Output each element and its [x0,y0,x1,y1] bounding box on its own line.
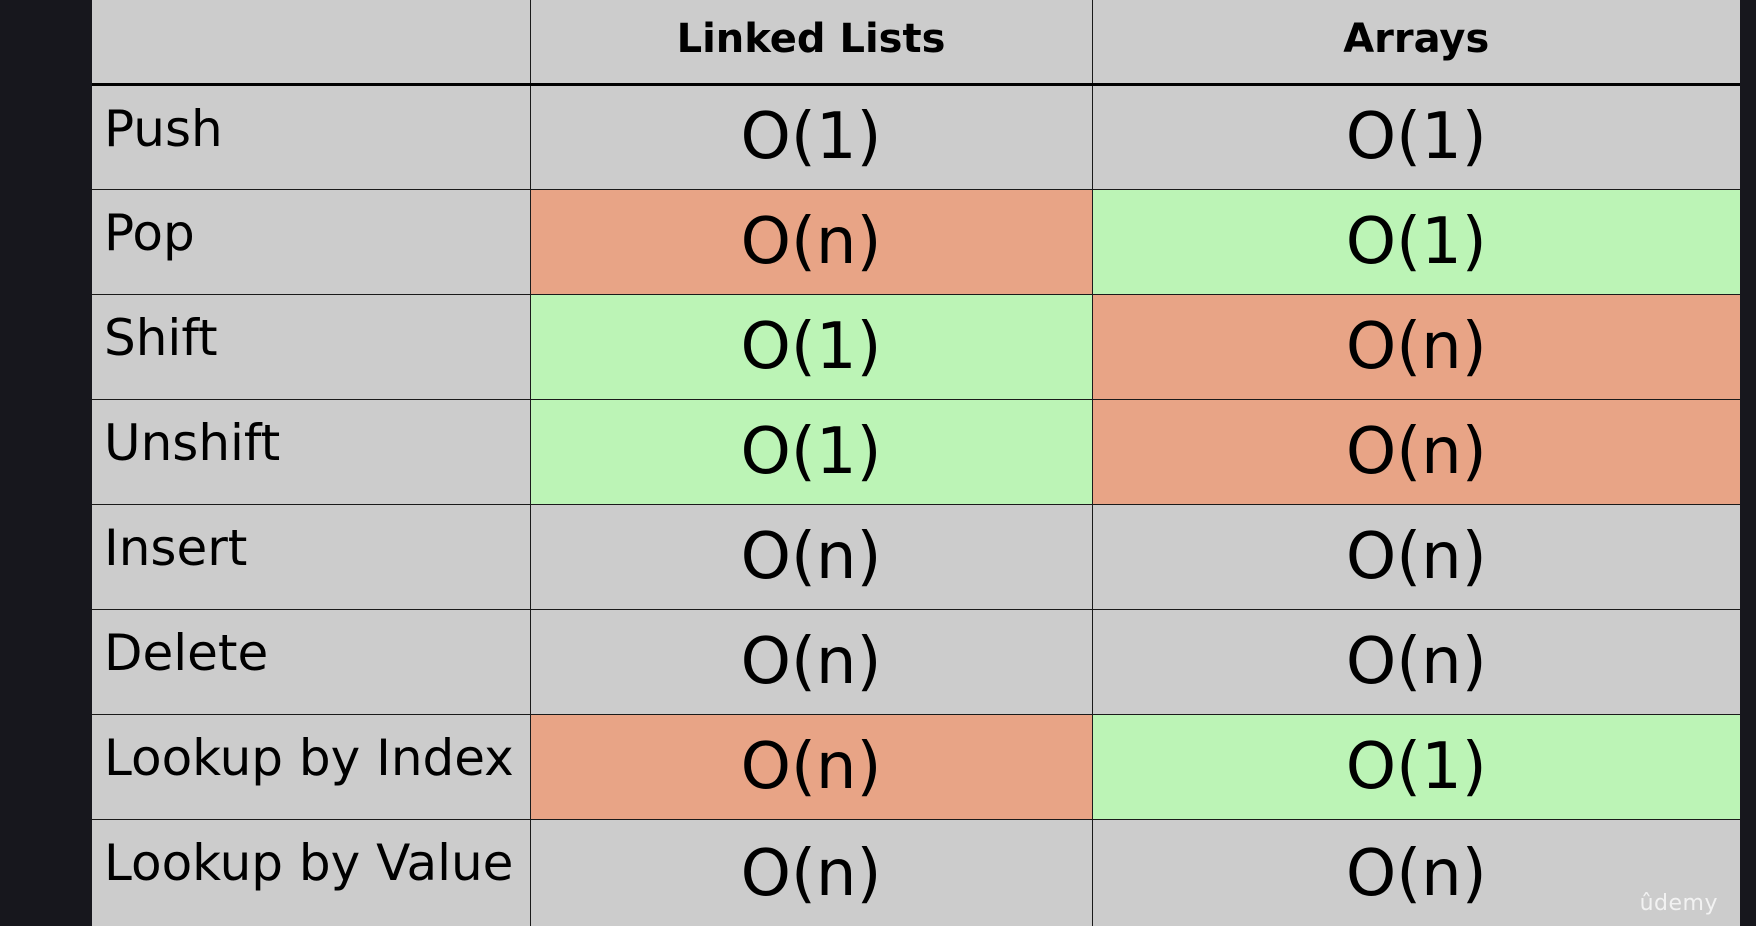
table-row: Lookup by Index O(n) O(1) [92,713,1740,820]
operation-cell: Pop [92,188,531,295]
header-arrays: Arrays [1091,0,1740,86]
udemy-watermark: ûdemy [1639,891,1718,916]
table-row: Delete O(n) O(n) [92,608,1740,715]
arrays-complexity-cell: O(1) [1091,188,1740,295]
linked-lists-complexity-cell: O(1) [529,398,1093,505]
table-header-row: Linked Lists Arrays [92,0,1740,86]
linked-lists-complexity-cell: O(n) [529,818,1093,926]
linked-lists-complexity-cell: O(1) [529,83,1093,190]
operation-cell: Shift [92,293,531,400]
operation-cell: Lookup by Index [92,713,531,820]
operation-cell: Unshift [92,398,531,505]
table-row: Insert O(n) O(n) [92,503,1740,610]
arrays-complexity-cell: O(n) [1091,293,1740,400]
operation-cell: Push [92,83,531,190]
table-row: Unshift O(1) O(n) [92,398,1740,505]
arrays-complexity-cell: O(1) [1091,713,1740,820]
table-row: Pop O(n) O(1) [92,188,1740,295]
arrays-complexity-cell: O(n) [1091,398,1740,505]
operation-cell: Delete [92,608,531,715]
complexity-comparison-table: Linked Lists Arrays Push O(1) O(1) Pop O… [92,0,1740,926]
linked-lists-complexity-cell: O(n) [529,188,1093,295]
table-row: Shift O(1) O(n) [92,293,1740,400]
arrays-complexity-cell: O(n) [1091,608,1740,715]
linked-lists-complexity-cell: O(n) [529,713,1093,820]
header-linked-lists: Linked Lists [529,0,1093,86]
linked-lists-complexity-cell: O(n) [529,608,1093,715]
arrays-complexity-cell: O(n) [1091,503,1740,610]
table-row: Lookup by Value O(n) O(n) [92,818,1740,926]
operation-cell: Insert [92,503,531,610]
comparison-table-wrapper: Linked Lists Arrays Push O(1) O(1) Pop O… [92,0,1740,926]
arrays-complexity-cell: O(1) [1091,83,1740,190]
linked-lists-complexity-cell: O(1) [529,293,1093,400]
table-row: Push O(1) O(1) [92,83,1740,190]
linked-lists-complexity-cell: O(n) [529,503,1093,610]
operation-cell: Lookup by Value [92,818,531,926]
arrays-complexity-cell: O(n) [1091,818,1740,926]
header-operation [92,0,531,86]
